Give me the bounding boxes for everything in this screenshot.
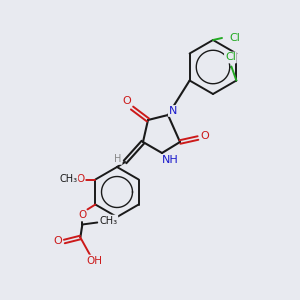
Text: O: O [76, 175, 85, 184]
Text: O: O [53, 236, 62, 247]
Text: N: N [169, 106, 177, 116]
Text: Cl: Cl [230, 33, 240, 43]
Text: CH₃: CH₃ [59, 175, 77, 184]
Text: Cl: Cl [225, 52, 236, 62]
Text: OH: OH [86, 256, 102, 266]
Text: O: O [123, 96, 131, 106]
Text: O: O [201, 131, 209, 141]
Text: H: H [114, 154, 122, 164]
Text: O: O [78, 211, 86, 220]
Text: CH₃: CH₃ [99, 215, 117, 226]
Text: NH: NH [162, 155, 178, 165]
